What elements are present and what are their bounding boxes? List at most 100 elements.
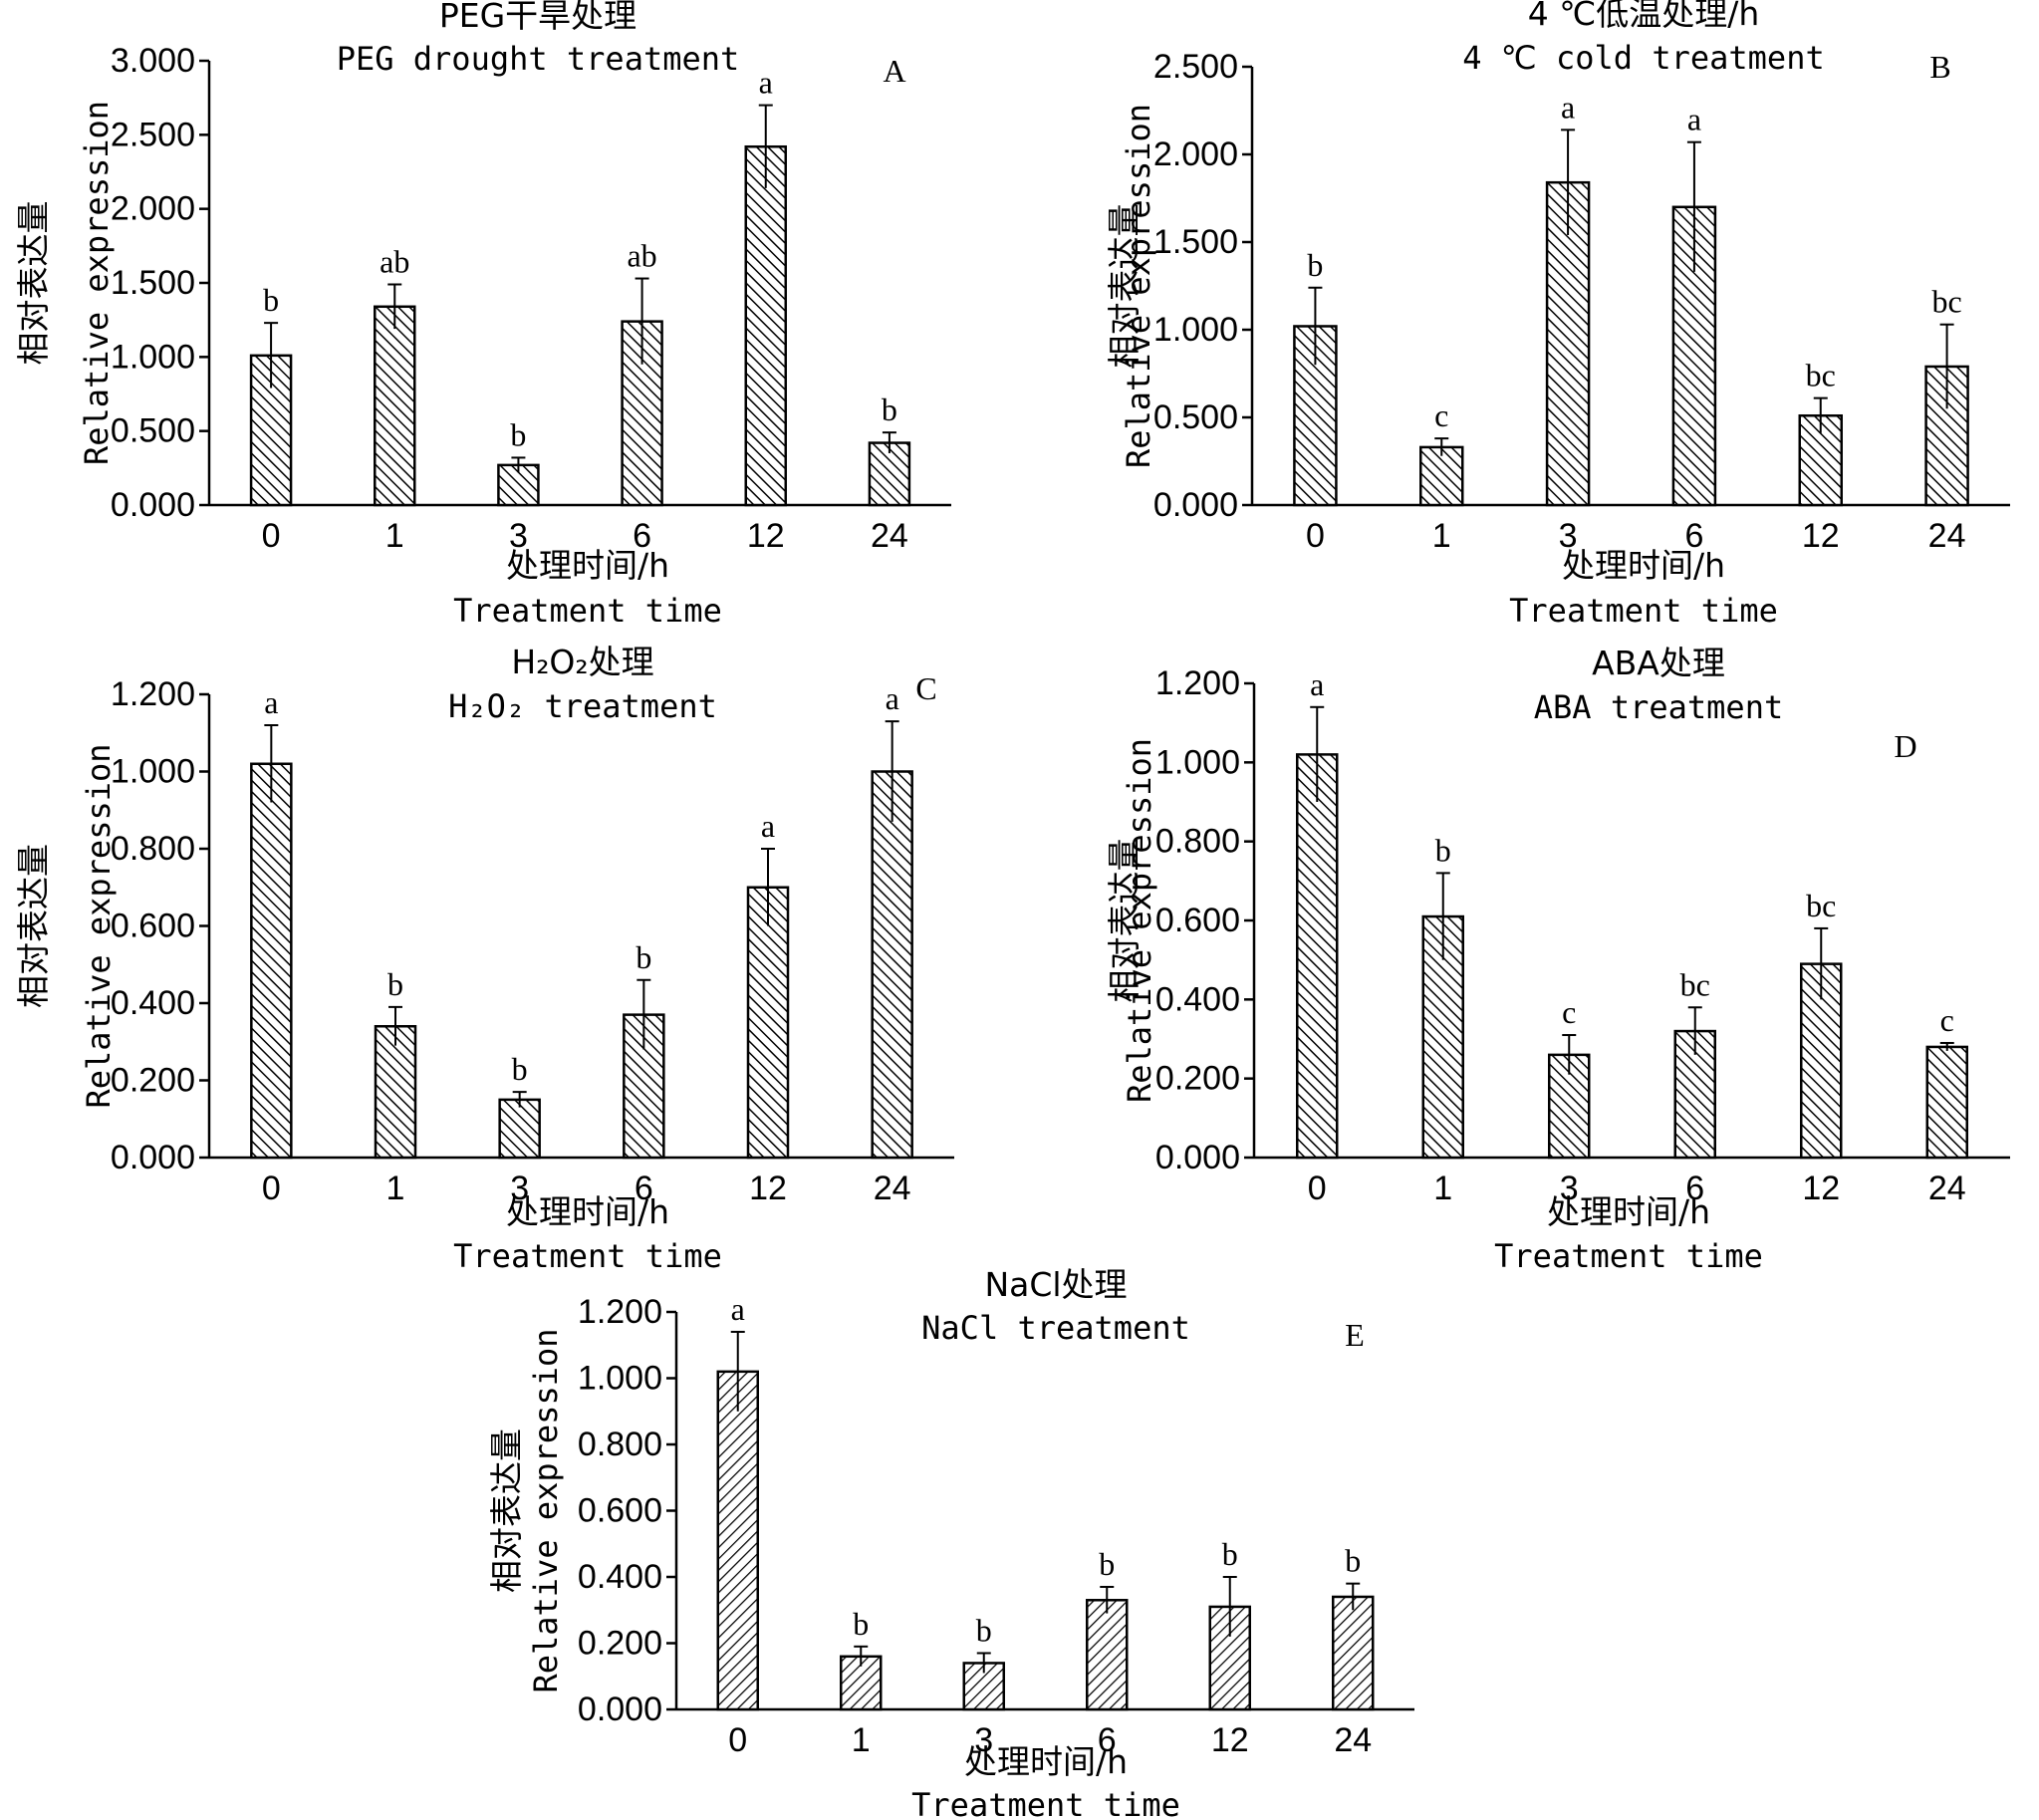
y-tick-label: 0.000 <box>1155 1139 1240 1176</box>
significance-label: b <box>1307 247 1323 283</box>
panel-letter: B <box>1929 49 1950 85</box>
y-tick-label: 1.000 <box>111 338 195 376</box>
x-tick-label: 12 <box>749 1170 787 1207</box>
chart-title-cn: ABA处理 <box>1592 644 1725 682</box>
y-tick-label: 0.000 <box>578 1690 662 1728</box>
x-tick-label: 3 <box>1559 517 1578 555</box>
significance-label: c <box>1562 994 1576 1030</box>
panel-letter: C <box>915 670 936 706</box>
significance-label: c <box>1434 397 1448 433</box>
bar-1h <box>374 1025 417 1160</box>
x-axis-title-cn: 处理时间/h <box>1562 546 1725 585</box>
chart-title-en: 4 ℃ cold treatment <box>1462 39 1824 77</box>
x-tick-label: 24 <box>1928 1170 1966 1207</box>
bar-3h <box>1545 180 1591 507</box>
x-axis-title-cn: 处理时间/h <box>506 546 669 585</box>
significance-label: a <box>1561 89 1575 125</box>
y-tick-label: 0.200 <box>578 1625 662 1663</box>
chart-title-cn: NaCl处理 <box>984 1265 1127 1304</box>
bar-24h <box>1332 1595 1375 1711</box>
significance-label: bc <box>1931 284 1961 320</box>
significance-label: c <box>1940 1002 1954 1038</box>
significance-label: a <box>886 680 899 716</box>
significance-label: b <box>1435 832 1451 868</box>
bar-24h <box>871 770 913 1160</box>
y-tick-label: 0.600 <box>1155 902 1240 939</box>
panel-a: 0.0000.5001.0001.5002.0002.5003.000b0ab1… <box>14 0 951 630</box>
y-tick-label: 0.200 <box>1155 1060 1240 1098</box>
significance-label: bc <box>1680 966 1710 1002</box>
y-axis-title-en: Relative expression <box>78 101 116 465</box>
x-tick-label: 1 <box>1433 1170 1452 1207</box>
y-tick-label: 3.000 <box>111 42 195 80</box>
y-tick-label: 1.500 <box>111 264 195 302</box>
x-tick-label: 3 <box>509 517 528 555</box>
bar-1h <box>374 305 416 507</box>
x-tick-label: 24 <box>871 517 908 555</box>
x-tick-label: 12 <box>1802 517 1840 555</box>
significance-label: b <box>636 939 651 975</box>
x-axis-title-en: Treatment time <box>1494 1237 1763 1275</box>
bar-0h <box>250 762 293 1160</box>
significance-label: b <box>1222 1536 1238 1572</box>
y-axis-title-cn: 相对表达量 <box>1105 204 1144 369</box>
x-axis-title-cn: 处理时间/h <box>964 1742 1128 1781</box>
x-axis-title-en: Treatment time <box>911 1786 1180 1820</box>
x-axis-title-cn: 处理时间/h <box>1547 1192 1710 1231</box>
panel-b: 0.000 0.500 1.000 1.500 2.000 2.500 b 0 c 1 a 3 a 6 bc… <box>1105 0 2010 630</box>
x-tick-label: 24 <box>1928 517 1966 555</box>
panel-letter: E <box>1345 1317 1365 1353</box>
chart-title-cn: 4 ℃低温处理/h <box>1528 0 1760 33</box>
significance-label: a <box>731 1291 745 1327</box>
significance-label: a <box>1687 102 1701 137</box>
x-tick-label: 24 <box>1334 1721 1372 1759</box>
chart-title-en: ABA treatment <box>1534 688 1783 726</box>
y-axis-title-en: Relative expression <box>527 1328 565 1692</box>
panel-d: 0.000 0.200 0.400 0.600 0.800 1.000 1.200 a 0 b 1 c… <box>1105 644 2010 1275</box>
panel-letter: A <box>883 53 905 89</box>
x-tick-label: 6 <box>633 517 651 555</box>
y-tick-label: 0.600 <box>111 908 195 945</box>
y-tick-label: 0.500 <box>111 412 195 450</box>
y-tick-label: 0.800 <box>111 830 195 868</box>
x-tick-label: 12 <box>1211 1721 1249 1759</box>
bar-12h <box>746 886 790 1160</box>
y-tick-label: 1.000 <box>111 753 195 791</box>
y-tick-label: 1.000 <box>578 1360 662 1398</box>
chart-title-en: PEG drought treatment <box>337 40 740 78</box>
x-axis-title-en: Treatment time <box>1509 592 1778 630</box>
x-tick-label: 0 <box>1306 517 1325 555</box>
bar-12h <box>744 144 787 507</box>
significance-label: b <box>512 1051 528 1087</box>
y-axis-title-cn: 相对表达量 <box>14 201 53 366</box>
bar-6h <box>1086 1599 1129 1711</box>
bar-0h <box>1296 753 1339 1160</box>
chart-title-cn: PEG干旱处理 <box>439 0 637 35</box>
y-tick-label: 1.200 <box>578 1293 662 1331</box>
bar-24h <box>1925 1045 1968 1160</box>
x-axis-title-en: Treatment time <box>453 1237 722 1275</box>
y-tick-label: 0.000 <box>111 486 195 524</box>
significance-label: ab <box>627 238 656 274</box>
x-tick-label: 0 <box>728 1721 747 1759</box>
chart-title-en: H₂O₂ treatment <box>448 687 717 725</box>
significance-label: ab <box>380 243 409 279</box>
x-tick-label: 0 <box>1308 1170 1327 1207</box>
x-tick-label: 6 <box>635 1170 653 1207</box>
y-tick-label: 0.500 <box>1153 398 1238 436</box>
significance-label: a <box>761 808 775 844</box>
y-axis-title-en: Relative expression <box>80 743 118 1108</box>
significance-label: bc <box>1806 358 1836 393</box>
y-tick-label: 0.400 <box>111 984 195 1022</box>
significance-label: bc <box>1806 888 1836 923</box>
significance-label: b <box>882 391 897 427</box>
significance-label: b <box>1345 1543 1361 1579</box>
y-tick-label: 0.400 <box>578 1558 662 1596</box>
x-tick-label: 0 <box>262 517 281 555</box>
y-tick-label: 0.400 <box>1155 980 1240 1018</box>
x-tick-label: 12 <box>747 517 785 555</box>
y-tick-label: 0.000 <box>111 1139 195 1176</box>
y-tick-label: 1.000 <box>1153 311 1238 349</box>
x-tick-label: 3 <box>1560 1170 1579 1207</box>
significance-label: a <box>759 65 773 101</box>
